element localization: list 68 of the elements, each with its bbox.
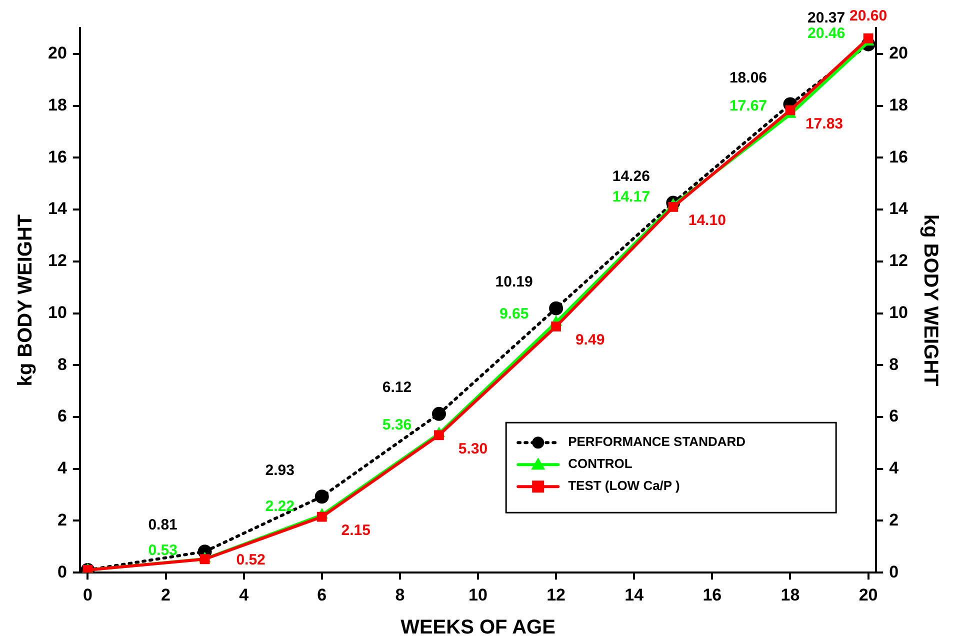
point [200, 554, 210, 564]
point [551, 322, 562, 332]
data-label: 17.83 [805, 115, 843, 132]
data-label: 17.67 [729, 98, 767, 114]
y2-tick-label: 14 [889, 199, 909, 218]
y2-tick-label: 20 [889, 44, 908, 63]
y-tick-label: 14 [48, 199, 68, 218]
y-tick-label: 4 [57, 458, 68, 478]
y2-tick-label: 8 [889, 354, 899, 374]
x-tick-label: 10 [468, 585, 488, 604]
data-label: 2.22 [265, 498, 294, 516]
point [434, 430, 444, 440]
y-tick-label: 12 [48, 251, 67, 270]
data-label: 14.17 [612, 188, 650, 206]
y-tick-label: 8 [57, 354, 67, 374]
data-label: 0.53 [148, 542, 178, 559]
x-tick-label: 20 [858, 585, 878, 604]
data-label: 2.93 [265, 462, 294, 479]
data-label: 14.10 [688, 212, 726, 230]
point [314, 490, 329, 504]
y2-tick-label: 4 [889, 458, 900, 478]
y-tick-label: 6 [57, 406, 67, 426]
y-tick-label: 20 [48, 44, 67, 63]
data-label: 20.37 [808, 9, 846, 26]
data-label: 20.60 [850, 8, 888, 25]
y2-tick-label: 2 [889, 510, 899, 530]
legend-label: CONTROL [568, 456, 632, 472]
legend-label: PERFORMANCE STANDARD [568, 434, 746, 450]
y-tick-label: 16 [48, 147, 67, 166]
point [549, 301, 564, 316]
data-label: 0.52 [236, 551, 266, 568]
x-tick-label: 16 [702, 585, 722, 604]
y2-tick-label: 6 [889, 406, 899, 426]
data-label: 20.46 [808, 25, 846, 42]
x-tick-label: 2 [161, 585, 171, 604]
data-label: 0.81 [148, 516, 178, 534]
point [316, 512, 327, 522]
y2-axis-title: kg BODY WEIGHT [919, 214, 942, 386]
y-tick-label: 0 [57, 562, 67, 582]
data-label: 18.06 [729, 69, 767, 86]
x-tick-label: 18 [780, 585, 800, 604]
x-tick-label: 14 [624, 585, 644, 604]
x-tick-label: 8 [395, 585, 405, 604]
legend-label: TEST (LOW Ca/P ) [568, 478, 680, 494]
y2-tick-label: 18 [889, 95, 908, 114]
data-label: 10.19 [495, 273, 533, 290]
data-label: 6.12 [382, 379, 412, 396]
data-label: 9.49 [575, 332, 605, 349]
data-label: 5.36 [382, 416, 412, 434]
y-axis-title: kg BODY WEIGHT [14, 214, 37, 386]
data-label: 9.65 [499, 305, 529, 322]
y2-tick-label: 12 [889, 251, 908, 270]
data-label: 5.30 [458, 440, 488, 458]
point [785, 105, 796, 116]
data-label: 14.26 [612, 168, 650, 185]
x-axis-title: WEEKS OF AGE [400, 616, 556, 639]
x-tick-label: 4 [239, 585, 250, 604]
point [432, 406, 446, 421]
data-label: 2.15 [341, 522, 370, 539]
x-tick-label: 0 [82, 585, 92, 604]
y2-tick-label: 10 [889, 302, 908, 322]
y-tick-label: 10 [48, 302, 67, 322]
x-tick-label: 12 [546, 585, 566, 604]
y-tick-label: 18 [48, 95, 67, 114]
y-tick-label: 2 [57, 510, 67, 530]
y2-tick-label: 0 [889, 562, 899, 582]
x-tick-label: 6 [317, 585, 327, 604]
y2-tick-label: 16 [889, 147, 908, 166]
